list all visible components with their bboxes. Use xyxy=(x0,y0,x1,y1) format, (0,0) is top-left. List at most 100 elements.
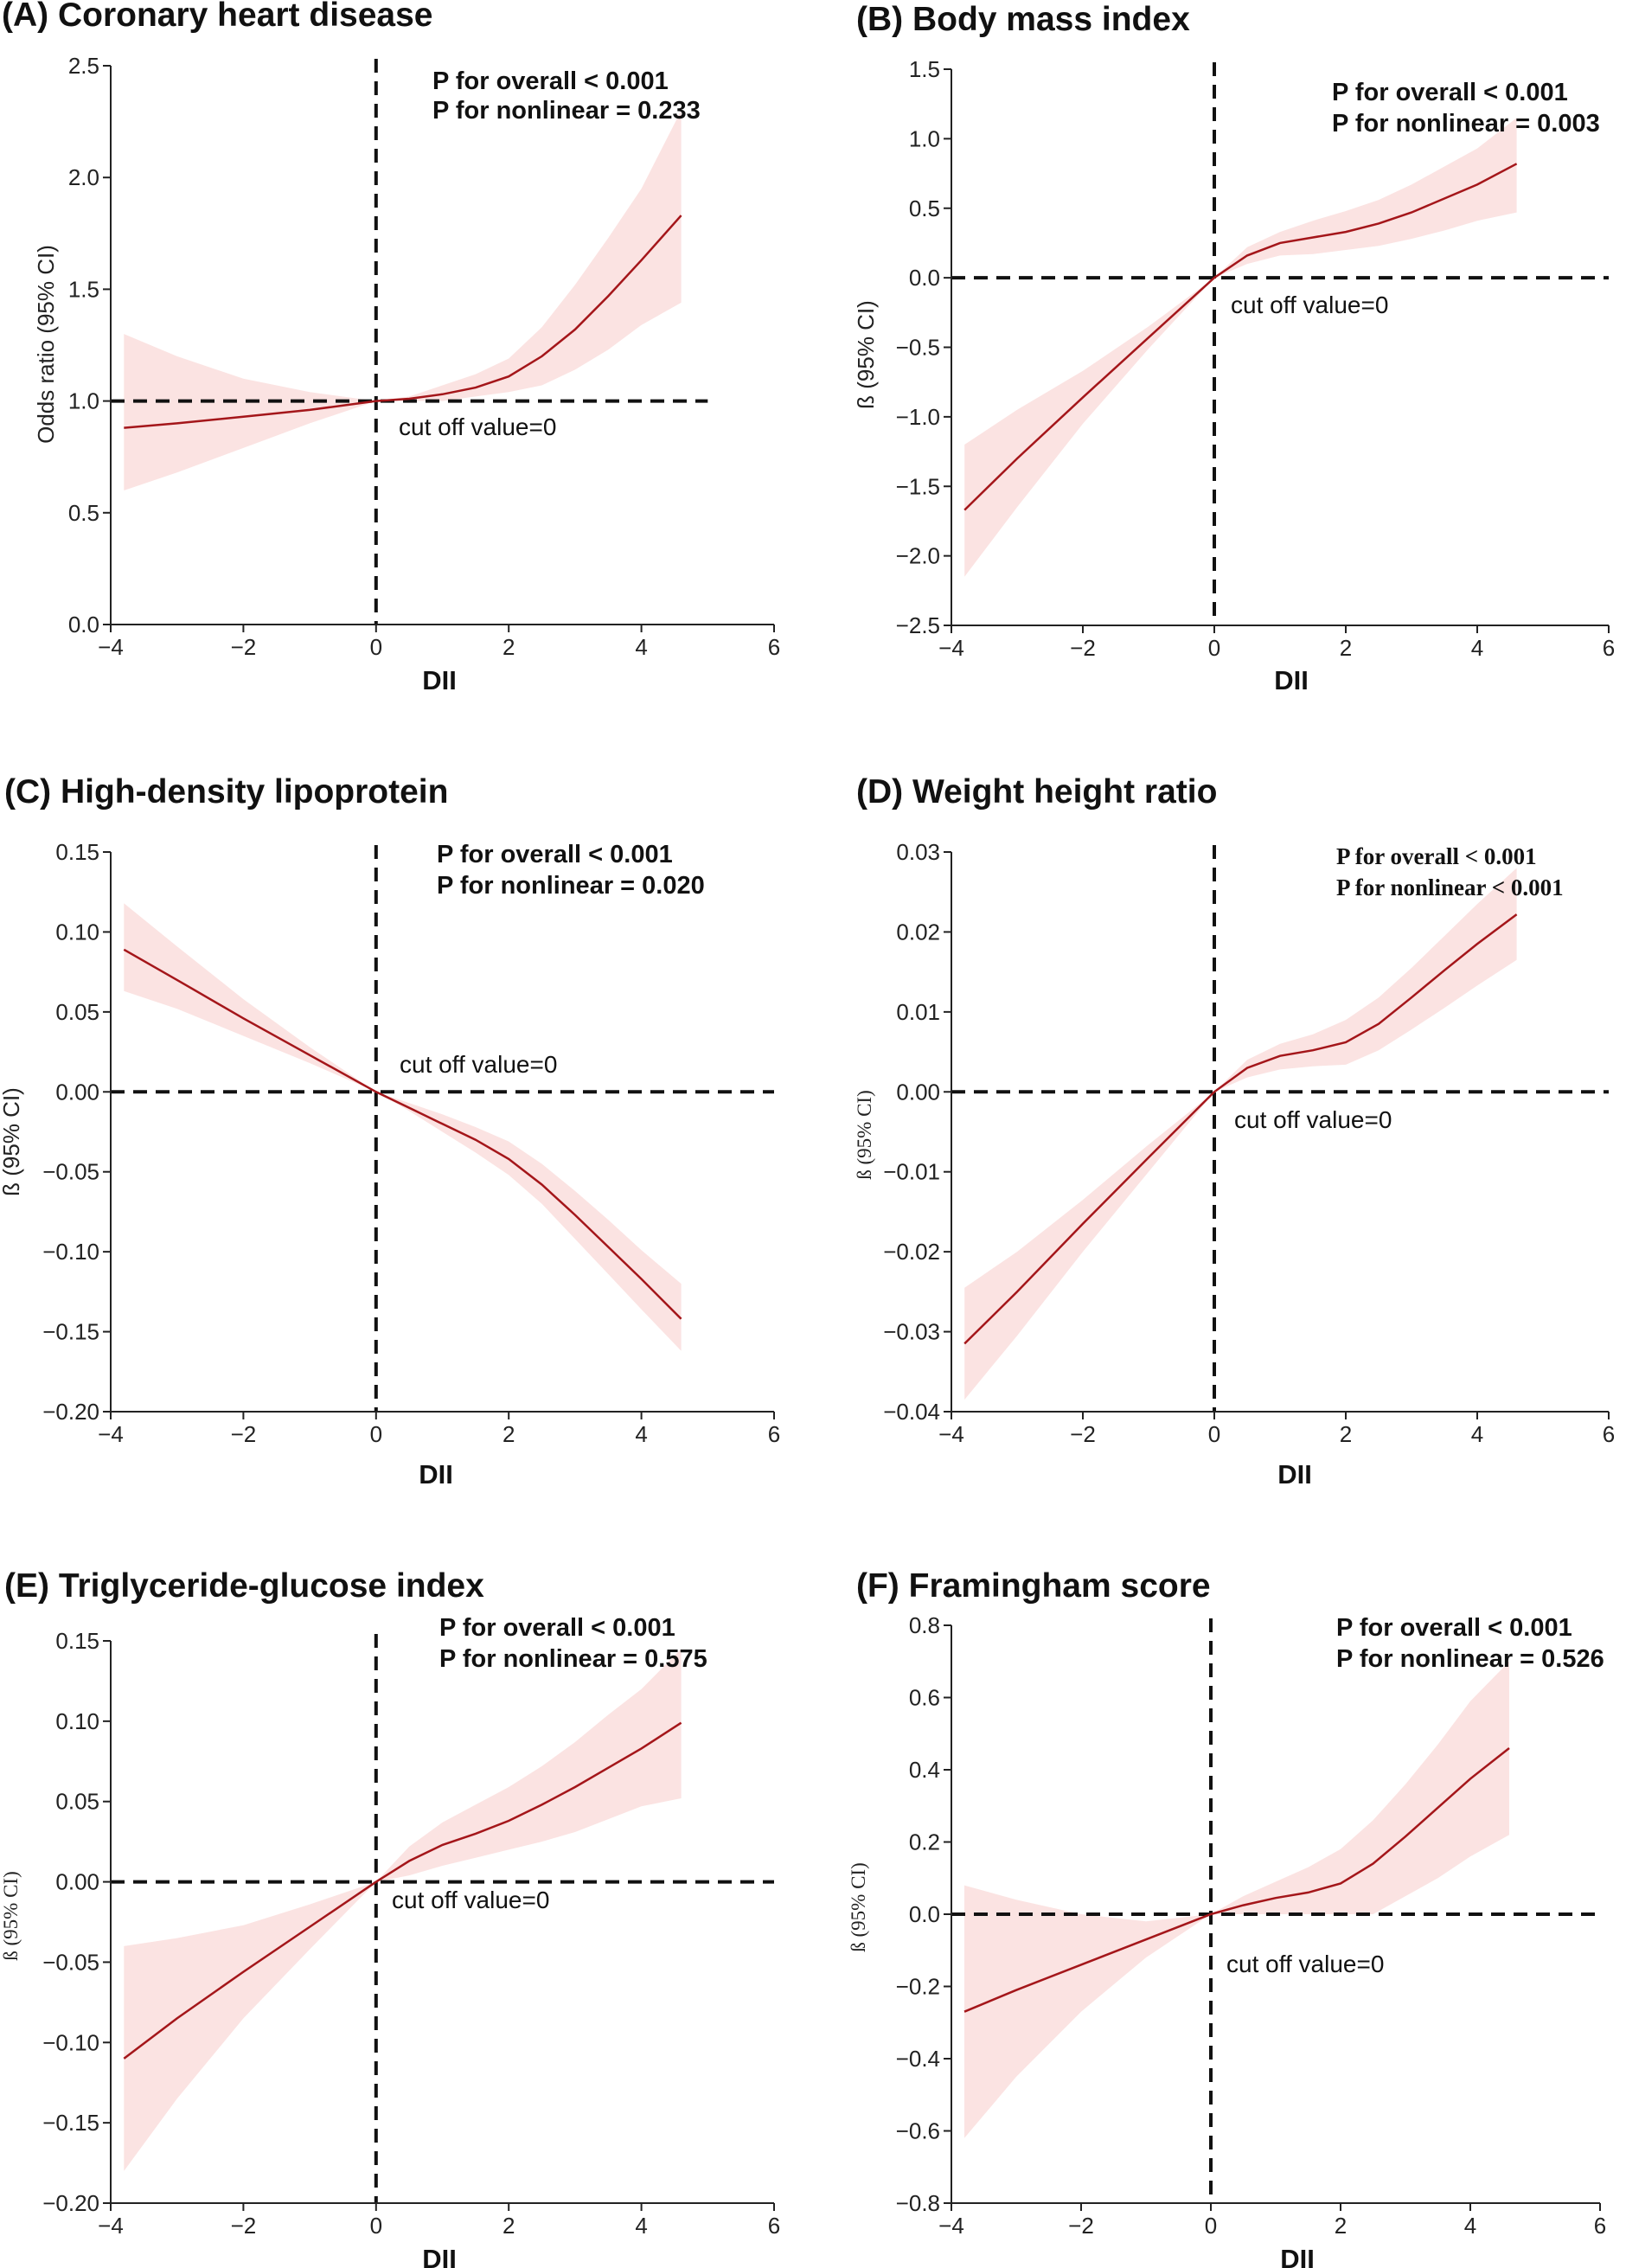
panel-f-y-axis-title: ß (95% CI) xyxy=(848,1862,869,1951)
panel-b-cutoff-label: cut off value=0 xyxy=(1231,292,1388,318)
panel-f-x-axis-title: DII xyxy=(1280,2244,1315,2268)
panel-e-y-tick-label: 0.05 xyxy=(55,1789,99,1815)
panel-d-y-tick-label: 0.01 xyxy=(896,999,940,1025)
panel-c-y-tick-label: −0.10 xyxy=(42,1239,99,1265)
panel-c-title: (C) High-density lipoprotein xyxy=(4,773,448,810)
panel-d-x-tick-label: 6 xyxy=(1603,1421,1615,1447)
panel-d-cutoff-label: cut off value=0 xyxy=(1234,1106,1392,1133)
panel-b-x-tick-label: 2 xyxy=(1340,635,1352,661)
panel-d-y-tick-label: 0.03 xyxy=(896,839,940,865)
panel-e-x-tick-label: 6 xyxy=(768,2213,780,2239)
panel-f: (F) Framingham score P for overall < 0.0… xyxy=(848,1567,1606,2268)
panel-a-x-tick-label: 6 xyxy=(768,634,780,660)
panel-a-y-tick-label: 1.5 xyxy=(68,276,99,302)
panel-d-p-nonlinear: P for nonlinear < 0.001 xyxy=(1336,875,1564,900)
panel-f-title: (F) Framingham score xyxy=(856,1567,1211,1605)
panel-b-x-axis-title: DII xyxy=(1274,665,1309,695)
panel-b-curve xyxy=(963,163,1518,511)
panel-d-y-tick-label: −0.04 xyxy=(883,1399,940,1425)
panel-c-x-tick-label: 2 xyxy=(503,1421,515,1447)
panel-f-y-tick-label: −0.8 xyxy=(896,2190,940,2216)
panel-f-x-tick-label: −4 xyxy=(938,2213,964,2239)
panel-a-x-tick-label: 2 xyxy=(503,634,515,660)
panel-e: (E) Triglyceride-glucose index P for ove… xyxy=(0,1567,780,2268)
panel-e-y-tick-label: −0.10 xyxy=(42,2029,99,2055)
panel-a-ci-band xyxy=(124,110,682,490)
panel-f-ci-band xyxy=(964,1661,1509,2138)
panel-a: (A) Coronary heart disease P for overall… xyxy=(2,0,780,695)
panel-c-x-tick-label: −4 xyxy=(98,1421,124,1447)
panel-f-y-tick-label: −0.6 xyxy=(896,2118,940,2144)
panel-e-y-axis-title: ß (95% CI) xyxy=(0,1871,22,1960)
panel-d-x-tick-label: 4 xyxy=(1471,1421,1483,1447)
panel-a-title: (A) Coronary heart disease xyxy=(2,0,433,34)
panel-b-ci-band xyxy=(964,118,1517,577)
panel-d-y-tick-label: −0.01 xyxy=(883,1159,940,1185)
panel-a-x-tick-label: −2 xyxy=(231,634,257,660)
panel-c-y-tick-label: −0.05 xyxy=(42,1159,99,1185)
panel-b-y-tick-label: 1.5 xyxy=(909,56,940,82)
panel-a-y-tick-label: 0.5 xyxy=(68,500,99,526)
panel-f-y-tick-label: 0.6 xyxy=(909,1685,940,1711)
panel-a-y-tick-label: 1.0 xyxy=(68,388,99,414)
panel-f-x-tick-label: 4 xyxy=(1464,2213,1476,2239)
panel-b-x-tick-label: 6 xyxy=(1603,635,1615,661)
panel-f-x-tick-label: 6 xyxy=(1594,2213,1606,2239)
panel-e-cutoff-label: cut off value=0 xyxy=(392,1887,549,1913)
panel-b-y-tick-label: −2.5 xyxy=(896,612,940,638)
panel-b-y-axis-title: ß (95% CI) xyxy=(853,300,879,409)
panel-d-x-tick-label: 2 xyxy=(1340,1421,1352,1447)
panel-c: (C) High-density lipoprotein P for overa… xyxy=(0,773,780,1490)
panel-e-y-tick-label: 0.15 xyxy=(55,1628,99,1654)
panel-c-y-tick-label: −0.15 xyxy=(42,1319,99,1345)
panel-a-curve xyxy=(124,215,682,429)
panel-a-y-tick-label: 2.0 xyxy=(68,164,99,190)
panel-e-x-tick-label: −4 xyxy=(98,2213,124,2239)
panel-d-y-tick-label: −0.02 xyxy=(883,1239,940,1265)
panel-d: (D) Weight height ratio P for overall < … xyxy=(854,773,1615,1490)
panel-f-x-tick-label: −2 xyxy=(1068,2213,1094,2239)
panel-a-cutoff-label: cut off value=0 xyxy=(399,413,556,440)
panel-e-title: (E) Triglyceride-glucose index xyxy=(4,1567,484,1605)
panel-b-y-tick-label: 0.5 xyxy=(909,195,940,221)
panel-c-x-tick-label: 4 xyxy=(635,1421,647,1447)
panel-a-x-axis-title: DII xyxy=(422,665,457,695)
panel-c-y-tick-label: 0.15 xyxy=(55,839,99,865)
panel-a-p-overall: P for overall < 0.001 xyxy=(432,67,669,95)
panel-c-x-tick-label: 0 xyxy=(370,1421,382,1447)
panel-e-y-tick-label: 0.10 xyxy=(55,1708,99,1734)
panel-a-x-tick-label: 0 xyxy=(370,634,382,660)
panel-d-y-tick-label: 0.00 xyxy=(896,1079,940,1105)
panel-d-p-overall: P for overall < 0.001 xyxy=(1336,843,1537,869)
panel-f-y-tick-label: 0.2 xyxy=(909,1829,940,1855)
panel-e-x-tick-label: −2 xyxy=(231,2213,257,2239)
panel-f-y-tick-label: 0.4 xyxy=(909,1757,940,1783)
panel-b-y-tick-label: 1.0 xyxy=(909,125,940,151)
panel-d-x-axis-title: DII xyxy=(1277,1459,1312,1490)
panel-b-x-tick-label: 4 xyxy=(1471,635,1483,661)
panel-e-p-overall: P for overall < 0.001 xyxy=(439,1614,675,1642)
panel-a-y-tick-label: 2.5 xyxy=(68,53,99,79)
panel-f-p-overall: P for overall < 0.001 xyxy=(1336,1614,1572,1642)
panel-f-y-tick-label: −0.4 xyxy=(896,2046,940,2072)
panel-a-y-tick-label: 0.0 xyxy=(68,612,99,637)
panel-b-y-tick-label: −2.0 xyxy=(896,543,940,569)
panel-d-y-tick-label: 0.02 xyxy=(896,919,940,945)
panel-c-y-tick-label: 0.00 xyxy=(55,1079,99,1105)
panel-d-y-axis-title: ß (95% CI) xyxy=(854,1090,875,1179)
panel-a-y-axis-title: Odds ratio (95% CI) xyxy=(33,245,59,444)
panel-c-p-nonlinear: P for nonlinear = 0.020 xyxy=(437,872,705,900)
panel-a-p-nonlinear: P for nonlinear = 0.233 xyxy=(432,97,701,125)
panel-b-y-tick-label: −1.5 xyxy=(896,473,940,499)
panel-c-x-tick-label: 6 xyxy=(768,1421,780,1447)
panel-c-p-overall: P for overall < 0.001 xyxy=(437,841,673,868)
panel-f-x-tick-label: 0 xyxy=(1205,2213,1217,2239)
panel-e-x-tick-label: 2 xyxy=(503,2213,515,2239)
panel-c-curve xyxy=(123,948,682,1320)
panel-c-y-tick-label: −0.20 xyxy=(42,1399,99,1425)
panel-b: (B) Body mass index P for overall < 0.00… xyxy=(853,1,1615,695)
panel-d-x-tick-label: 0 xyxy=(1208,1421,1220,1447)
panel-a-x-tick-label: −4 xyxy=(98,634,124,660)
panel-b-p-overall: P for overall < 0.001 xyxy=(1332,79,1568,106)
